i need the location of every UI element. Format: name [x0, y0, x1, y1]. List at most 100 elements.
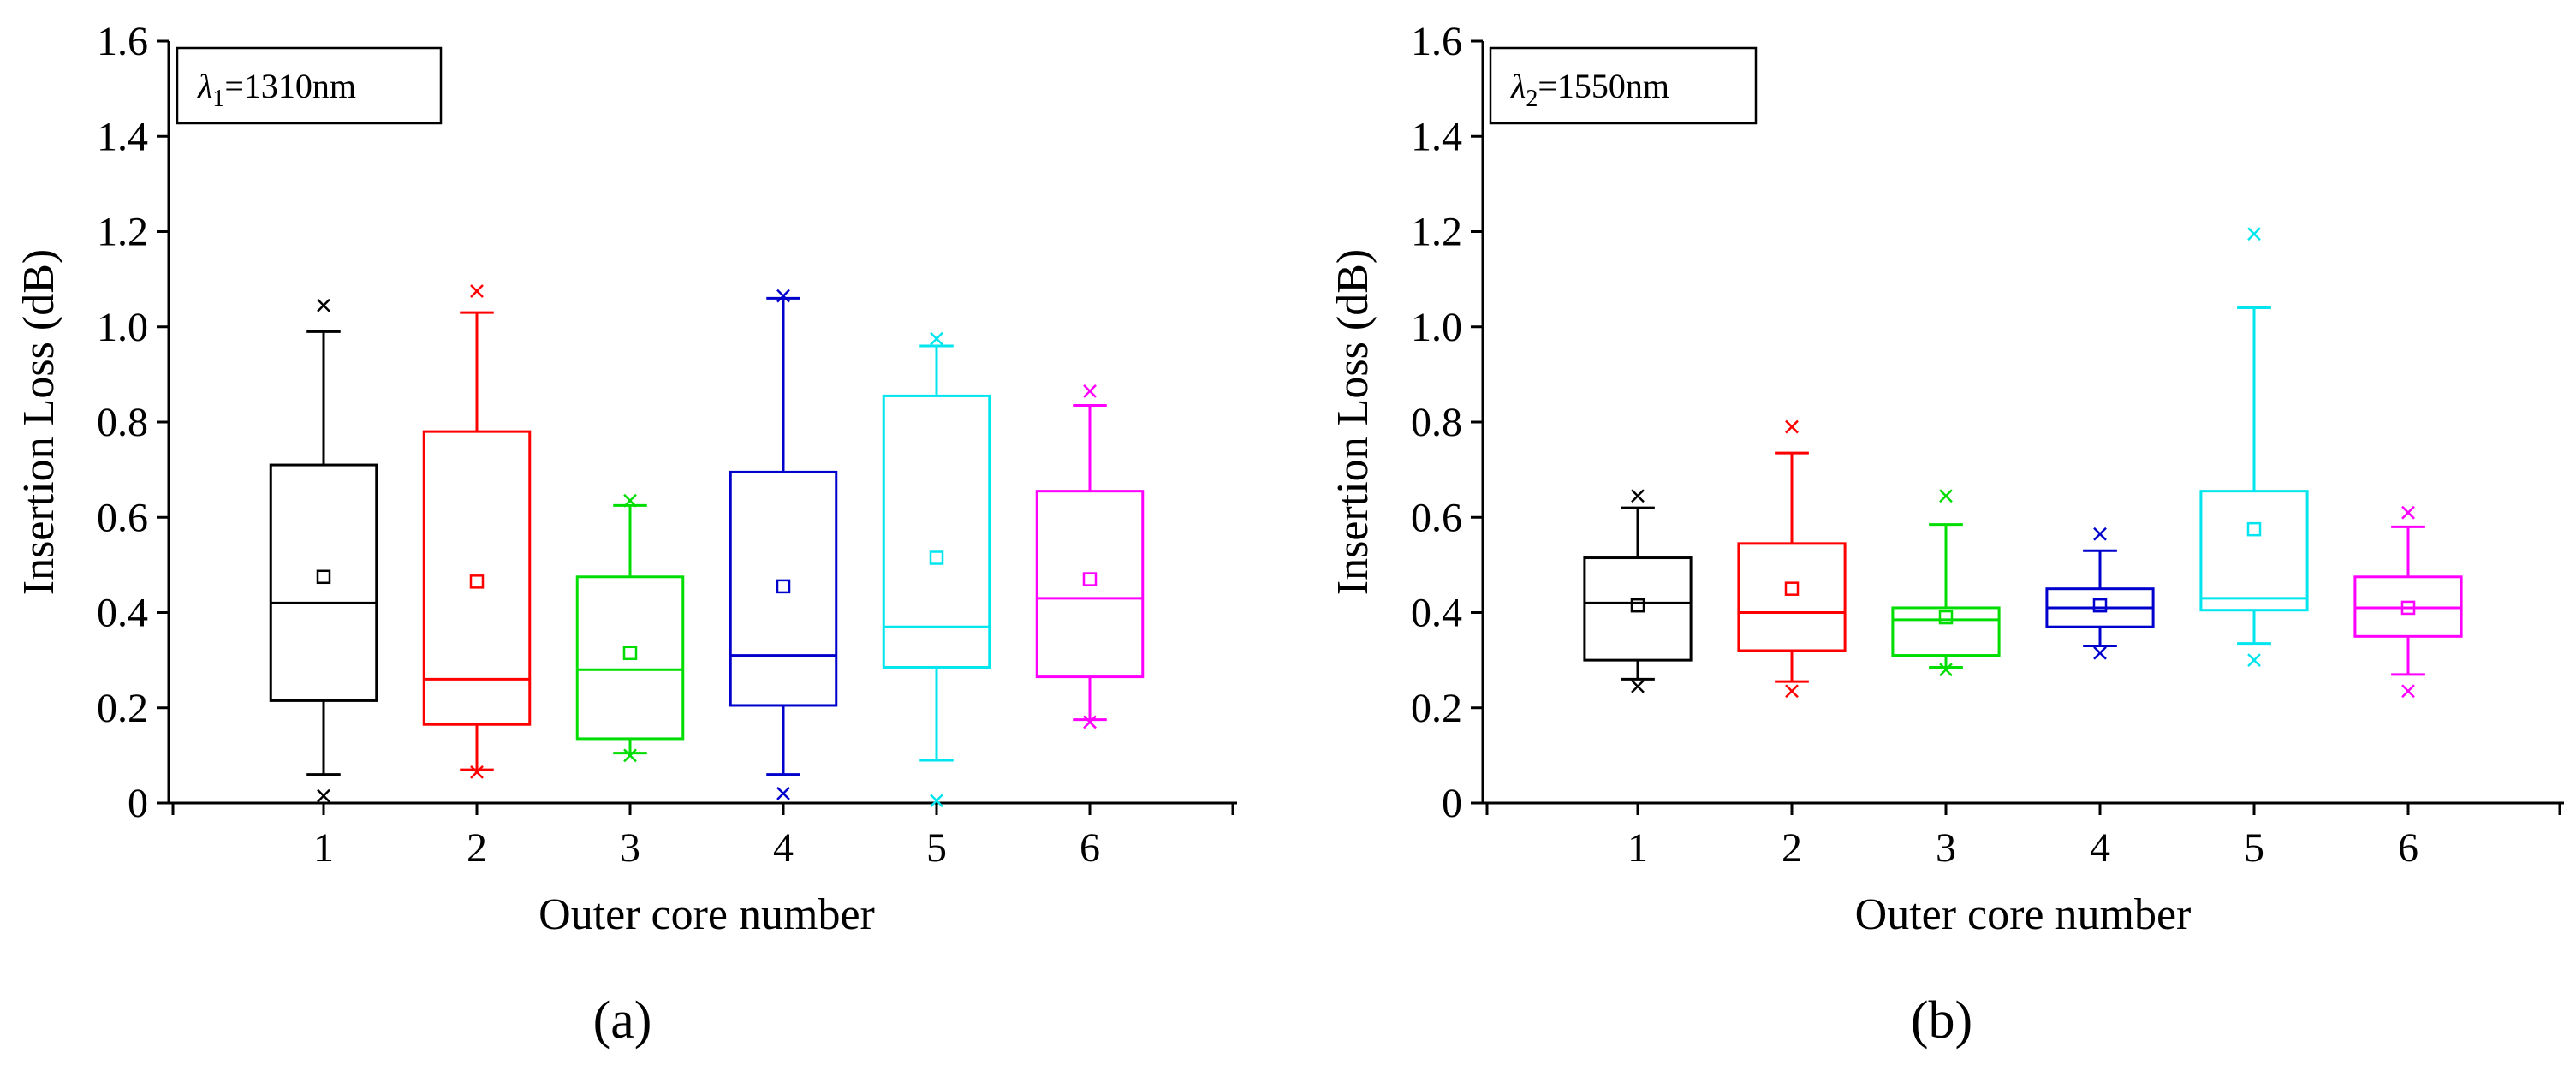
box-4 [2045, 527, 2155, 660]
mean-marker [2246, 521, 2262, 537]
y-tick-label: 0 [1442, 781, 1462, 826]
y-axis-title: Insertion Loss (dB) [15, 249, 63, 595]
x-tick-label: 1 [1627, 825, 1648, 871]
box-iqr [1035, 490, 1145, 679]
x-tick-label: 3 [620, 825, 640, 871]
max-marker-stroke [2401, 505, 2415, 520]
mean-marker [1082, 572, 1098, 586]
y-tick-label: 1.0 [1411, 305, 1462, 350]
y-axis-title: Insertion Loss (dB) [1329, 249, 1377, 595]
min-marker-stroke [776, 786, 790, 800]
legend: λ2=1550nm [1489, 46, 1758, 125]
x-axis-title: Outer core number [1855, 890, 2192, 939]
y-tick-label: 0.8 [1411, 400, 1462, 445]
x-tick-label: 2 [467, 825, 487, 871]
min-marker-stroke [2401, 684, 2415, 699]
y-tick-label: 0.2 [1411, 686, 1462, 731]
legend: λ1=1310nm [176, 46, 443, 125]
min-marker-stroke [470, 765, 484, 779]
box-6 [1035, 384, 1145, 729]
legend-symbol: λ [1510, 67, 1526, 105]
min-marker [1631, 679, 1645, 693]
x-tick-label: 2 [1782, 825, 1802, 871]
min-marker [1939, 663, 1953, 677]
min-marker-stroke [2247, 653, 2261, 668]
x-tick-label: 4 [773, 825, 794, 871]
y-tick-label: 0.6 [97, 495, 148, 540]
x-tick-label: 5 [2244, 825, 2264, 871]
x-tick-label: 3 [1936, 825, 1956, 871]
min-marker [317, 788, 330, 803]
box-2 [422, 284, 532, 779]
max-marker-stroke [2093, 527, 2107, 541]
max-marker-stroke [1083, 384, 1097, 398]
box-3 [575, 493, 685, 763]
mean-marker [1784, 581, 1800, 596]
max-marker-stroke [1785, 419, 1799, 434]
x-tick-label: 6 [2398, 825, 2418, 871]
max-marker [2093, 527, 2107, 541]
max-marker [1939, 489, 1953, 503]
y-tick-label: 1.4 [97, 114, 148, 159]
mean-marker [1938, 610, 1954, 625]
y-tick-label: 0 [128, 781, 148, 826]
mean-marker [2092, 598, 2108, 613]
legend-frame [1489, 46, 1758, 125]
panel-label: (b) [1911, 991, 1972, 1050]
max-marker [2401, 505, 2415, 520]
max-marker-stroke [317, 298, 330, 312]
y-tick-label: 1.6 [97, 19, 148, 64]
x-tick-label: 4 [2090, 825, 2110, 871]
min-marker [2093, 646, 2107, 660]
min-marker-stroke [317, 788, 330, 803]
box-iqr [2199, 490, 2309, 612]
max-marker [1785, 419, 1799, 434]
box-iqr [575, 575, 685, 741]
panel-label: (a) [593, 991, 652, 1050]
y-tick-label: 0.2 [97, 686, 148, 731]
mean-marker [316, 569, 331, 585]
min-marker [776, 786, 790, 800]
max-marker [1631, 489, 1645, 503]
panel-b: 00.20.40.60.81.01.21.41.61 2 3 4 5 6λ2=1550nm… [1329, 19, 2564, 1050]
y-tick-label: 1.4 [1411, 114, 1462, 159]
min-marker [623, 748, 637, 763]
box-iqr [269, 463, 378, 702]
legend-text: λ2=1550nm [1510, 67, 1669, 112]
mean-marker [2400, 600, 2416, 616]
max-marker-stroke [1631, 489, 1645, 503]
min-marker [470, 765, 484, 779]
x-tick-label: 5 [926, 825, 947, 871]
mean-marker [929, 550, 944, 565]
legend-frame [176, 46, 443, 125]
min-marker-stroke [1631, 679, 1645, 693]
max-marker [776, 289, 790, 303]
min-marker [2401, 684, 2415, 699]
min-marker-stroke [623, 748, 637, 763]
legend-value: =1550nm [1538, 67, 1669, 105]
y-tick-label: 0.4 [97, 591, 148, 636]
max-marker [623, 493, 637, 508]
min-marker [1785, 684, 1799, 699]
y-tick-label: 1.6 [1411, 19, 1462, 64]
x-tick-label: 6 [1080, 825, 1100, 871]
y-tick-label: 0.8 [97, 400, 148, 445]
mean-marker [469, 574, 485, 589]
legend-symbol: λ [197, 67, 212, 105]
box-iqr [1891, 606, 2001, 657]
box-iqr [729, 470, 838, 707]
box-1 [269, 298, 378, 803]
box-4 [729, 289, 838, 800]
panel-a: 00.20.40.60.81.01.21.41.61 2 3 4 5 6λ1=1310nm… [15, 19, 1237, 1050]
box-5 [882, 331, 991, 808]
y-tick-label: 1.2 [97, 210, 148, 255]
max-marker [470, 284, 484, 298]
x-tick-label: 1 [313, 825, 334, 871]
box-6 [2353, 505, 2463, 699]
min-marker-stroke [2093, 646, 2107, 660]
min-marker-stroke [1785, 684, 1799, 699]
legend-value: =1310nm [224, 67, 356, 105]
legend-text: λ1=1310nm [197, 67, 356, 112]
legend-subscript: 1 [212, 86, 224, 112]
